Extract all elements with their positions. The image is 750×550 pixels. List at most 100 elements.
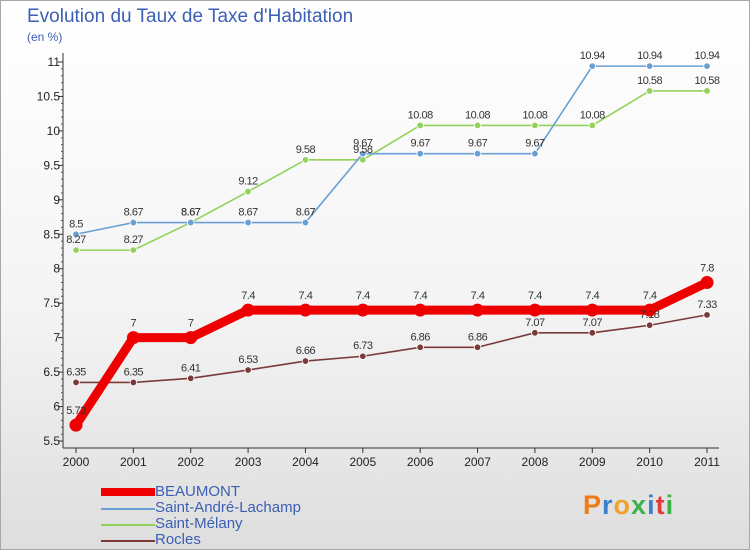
legend-item-beaumont[interactable]: BEAUMONT [101,483,361,500]
y-tick-label: 6.5 [43,365,60,379]
data-point-rocles [72,378,80,387]
data-label-rocles: 6.73 [353,340,373,352]
data-point-beaumont [126,331,140,345]
data-point-saint-melany [645,87,654,95]
data-label-saint-andre-lachamp: 8.67 [124,207,144,219]
data-point-saint-melany [129,246,138,254]
data-label-rocles: 6.66 [296,345,316,357]
data-point-saint-andre-lachamp [703,62,711,70]
data-label-saint-melany: 8.27 [66,234,86,246]
data-point-saint-andre-lachamp [187,218,195,227]
data-label-saint-melany: 10.58 [694,75,719,87]
data-label-saint-andre-lachamp: 9.67 [410,138,430,150]
data-label-saint-melany: 10.08 [580,109,605,121]
data-point-rocles [588,329,596,337]
logo-letter: r [602,490,614,520]
x-tick-label: 2003 [235,455,262,469]
data-point-beaumont [700,276,714,290]
data-point-saint-andre-lachamp [72,230,80,238]
data-point-saint-andre-lachamp [588,62,596,70]
data-label-beaumont: 7.4 [299,290,313,302]
logo-letter: o [613,490,632,520]
logo-letter: i [647,490,656,520]
series-line-saint-andre-lachamp [75,65,708,236]
legend-swatch-saint-melany [101,524,155,526]
logo-letter: P [583,490,603,520]
legend-item-saint-melany[interactable]: Saint-Mélany [101,515,361,532]
data-point-saint-andre-lachamp [645,62,654,70]
data-point-beaumont [413,303,427,317]
data-label-saint-andre-lachamp: 9.67 [353,138,373,150]
data-label-saint-andre-lachamp: 10.94 [580,50,605,62]
data-label-beaumont: 7.4 [413,290,427,302]
logo-letter: i [665,490,675,520]
data-label-saint-melany: 10.08 [408,109,433,121]
data-label-saint-melany: 8.27 [124,234,144,246]
data-label-beaumont: 7.4 [241,290,255,302]
data-label-rocles: 7.07 [583,317,603,329]
legend-item-saint-andre-lachamp[interactable]: Saint-André-Lachamp [101,499,361,516]
y-tick-label: 8.5 [43,227,60,241]
data-point-saint-andre-lachamp [301,218,310,227]
data-point-beaumont [184,331,198,345]
legend-swatch-rocles [101,540,155,542]
data-label-saint-andre-lachamp: 10.94 [694,50,719,62]
y-tick-label: 9 [53,193,60,207]
chart-title: Evolution du Taux de Taxe d'Habitation [27,6,354,27]
data-point-rocles [359,352,367,360]
data-label-rocles: 6.53 [238,354,258,366]
x-tick-label: 2009 [579,455,606,469]
data-point-beaumont [471,303,485,317]
y-tick-label: 9.5 [43,158,60,172]
data-point-rocles [244,366,252,374]
data-point-saint-melany [301,156,310,164]
data-point-saint-melany [416,121,424,130]
data-point-rocles [129,378,138,387]
legend-swatch-saint-andre-lachamp [101,508,155,510]
data-point-saint-melany [703,87,711,95]
chart-unit-label: (en %) [27,30,63,44]
data-point-rocles [187,374,195,382]
data-label-rocles: 7.33 [697,299,717,311]
y-tick-label: 10 [47,124,61,138]
y-tick-label: 7 [53,331,60,345]
data-label-rocles: 6.35 [124,366,144,378]
x-tick-label: 2001 [120,455,147,469]
x-tick-label: 2006 [407,455,434,469]
data-point-rocles [531,329,539,337]
data-point-rocles [416,343,424,351]
x-tick-label: 2000 [63,455,90,469]
data-point-saint-andre-lachamp [416,149,424,158]
series-line-saint-melany [75,90,708,251]
data-label-saint-melany: 10.58 [637,75,662,87]
data-point-saint-andre-lachamp [473,149,482,158]
legend-label-rocles: Rocles [155,531,201,548]
y-tick-label: 5.5 [43,434,60,448]
y-tick-label: 7.5 [43,296,60,310]
data-label-beaumont: 7.4 [643,290,657,302]
x-tick-label: 2008 [522,455,549,469]
data-label-rocles: 6.35 [66,366,86,378]
data-label-beaumont: 7 [188,318,194,330]
x-tick-label: 2005 [349,455,376,469]
legend-item-rocles[interactable]: Rocles [101,531,361,548]
data-label-saint-andre-lachamp: 8.67 [181,207,201,219]
x-tick-label: 2011 [694,455,720,469]
x-tick-label: 2002 [177,455,204,469]
y-tick-label: 6 [53,400,60,414]
data-label-beaumont: 5.73 [66,405,86,417]
data-point-saint-andre-lachamp [129,218,138,227]
data-point-saint-melany [244,187,252,196]
y-tick-label: 11 [48,55,61,69]
data-point-rocles [473,343,482,351]
data-label-beaumont: 7.4 [528,290,542,302]
data-point-saint-andre-lachamp [531,149,539,158]
legend-swatch-beaumont [101,488,155,496]
data-label-rocles: 6.41 [181,362,201,374]
data-label-saint-andre-lachamp: 8.67 [296,207,316,219]
data-label-saint-melany: 10.08 [522,109,547,121]
data-point-saint-melany [588,121,596,130]
data-label-saint-melany: 9.12 [238,176,258,188]
